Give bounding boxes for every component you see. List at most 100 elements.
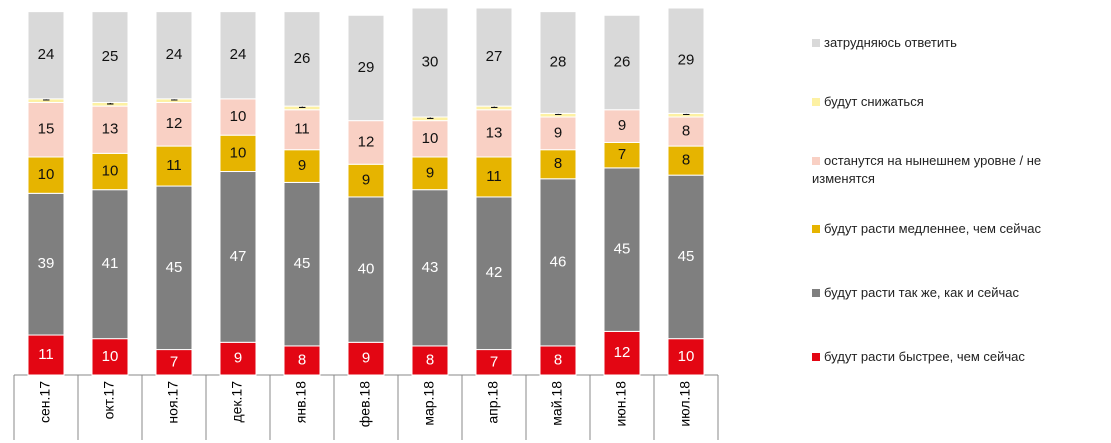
bar-segment	[283, 109, 321, 151]
data-label: 11	[38, 346, 54, 363]
legend-swatch	[812, 39, 820, 47]
legend-label: будут расти так же, как и сейчас	[824, 285, 1020, 300]
data-label: 45	[614, 241, 631, 258]
bar-segment	[155, 145, 193, 187]
bar-segment	[91, 152, 129, 191]
bar-segment	[603, 167, 641, 332]
x-tick-label: июн.18	[613, 381, 629, 427]
data-label: 12	[614, 344, 631, 361]
data-label: 8	[554, 351, 562, 368]
data-label: 9	[618, 117, 626, 134]
bar-segment	[219, 341, 257, 376]
data-label: 45	[678, 248, 695, 265]
data-label: 12	[358, 133, 375, 150]
legend-label: будут расти быстрее, чем сейчас	[824, 349, 1025, 364]
bar-segment	[539, 11, 577, 114]
bar-segment	[27, 334, 65, 376]
bar-segment	[411, 7, 449, 118]
data-label: 9	[362, 172, 370, 189]
data-label: 9	[298, 157, 306, 174]
bar-segment	[475, 109, 513, 158]
data-label: 8	[554, 155, 562, 172]
bar-segment	[539, 345, 577, 376]
bar-segment	[667, 7, 705, 114]
data-label: 25	[102, 48, 119, 65]
data-label: 29	[678, 52, 695, 69]
data-label: 8	[298, 351, 306, 368]
bar-segment	[603, 141, 641, 169]
bar-segment	[91, 11, 129, 103]
bar-segment	[539, 149, 577, 180]
data-label: 7	[618, 146, 626, 163]
legend-item: будут расти медленнее, чем сейчас	[812, 220, 1052, 238]
data-label: 10	[230, 144, 247, 161]
data-label: 7	[170, 353, 178, 370]
data-label: 9	[554, 124, 562, 141]
legend-label: будут снижаться	[824, 94, 924, 109]
data-label: 24	[38, 46, 55, 63]
data-label: 27	[486, 48, 503, 65]
legend-swatch	[812, 289, 820, 297]
data-label: 10	[102, 162, 119, 179]
chart: 11391015124сен.1710411013125окт.17745111…	[13, 7, 719, 440]
bar-segment	[667, 338, 705, 376]
data-label: 11	[166, 157, 182, 174]
bar-segment	[155, 11, 193, 100]
bar-segment	[603, 109, 641, 143]
bar-segment	[155, 101, 193, 147]
data-label: 15	[38, 121, 55, 138]
legend-swatch	[812, 225, 820, 233]
data-label: 9	[362, 350, 370, 367]
data-label: 39	[38, 255, 55, 272]
data-label: 11	[294, 121, 310, 138]
data-label: 46	[550, 253, 567, 270]
data-label: 11	[486, 168, 502, 185]
x-tick-label: май.18	[549, 381, 565, 426]
legend-swatch	[812, 98, 820, 106]
bar-segment	[475, 7, 513, 107]
bar-segment	[475, 349, 513, 376]
bar-segment	[475, 156, 513, 198]
data-label: 8	[682, 152, 690, 169]
bar-segment	[27, 11, 65, 100]
data-label: 10	[102, 348, 119, 365]
data-label: 10	[230, 108, 247, 125]
legend-label: затрудняюсь ответить	[824, 35, 957, 50]
bar-segment	[219, 171, 257, 343]
data-label: 10	[422, 130, 439, 147]
bar-segment	[411, 156, 449, 191]
bar-segment	[603, 14, 641, 111]
bar-segment	[411, 345, 449, 376]
x-tick-label: фев.18	[357, 381, 373, 427]
legend-item: останутся на нынешнем уровне / не изменя…	[812, 152, 1052, 188]
bar-segment	[283, 345, 321, 376]
data-label: 26	[614, 53, 631, 70]
legend-label: будут расти медленнее, чем сейчас	[824, 221, 1042, 236]
data-label: 45	[294, 255, 311, 272]
bar-segment	[155, 185, 193, 351]
data-label: 47	[230, 248, 247, 265]
bar-segment	[603, 330, 641, 376]
data-label: 13	[102, 121, 119, 138]
data-label: 29	[358, 59, 375, 76]
bar-segment	[667, 145, 705, 176]
data-label: 40	[358, 261, 375, 278]
x-tick-label: янв.18	[293, 381, 309, 423]
bar-segment	[539, 178, 577, 347]
legend-swatch	[812, 353, 820, 361]
data-label: 45	[166, 259, 183, 276]
data-label: 9	[234, 350, 242, 367]
data-label: 43	[422, 259, 439, 276]
bar-segment	[91, 105, 129, 154]
data-label: 30	[422, 53, 439, 70]
data-label: 8	[682, 123, 690, 140]
legend-item: затрудняюсь ответить	[812, 34, 1052, 52]
bar-segment	[27, 192, 65, 336]
x-tick-label: ноя.17	[165, 381, 181, 424]
data-label: 26	[294, 50, 311, 67]
bar-segment	[219, 98, 257, 136]
data-label: 42	[486, 264, 503, 281]
legend-item: будут расти быстрее, чем сейчас	[812, 348, 1052, 366]
data-label: 24	[166, 46, 183, 63]
x-tick-label: мар.18	[421, 381, 437, 426]
